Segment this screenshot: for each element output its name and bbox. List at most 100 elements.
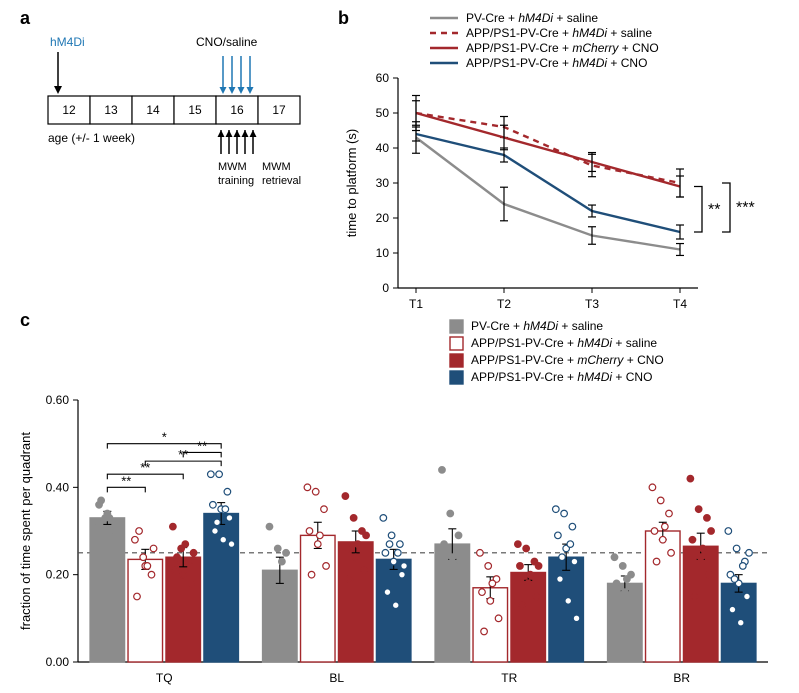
scatter-point (144, 563, 151, 570)
bar (549, 557, 584, 662)
scatter-point (697, 554, 704, 561)
scatter-point (557, 576, 564, 583)
legend-label: APP/PS1-PV-Cre + mCherry + CNO (471, 353, 664, 367)
scatter-point (571, 558, 578, 565)
mwm-arrowhead (218, 130, 225, 137)
scatter-point (457, 571, 464, 578)
scatter-point (399, 571, 406, 578)
bar (263, 570, 298, 662)
scatter-point (611, 554, 618, 561)
scatter-point (270, 576, 277, 583)
scatter-point (573, 615, 580, 622)
panel-a-timeline: hM4DiCNO/saline121314151617age (+/- 1 we… (48, 35, 301, 187)
scatter-point (98, 497, 105, 504)
scatter-point (443, 580, 450, 587)
scatter-point (495, 615, 502, 622)
scatter-point (354, 541, 361, 548)
scatter-point (651, 528, 658, 535)
scatter-point (668, 550, 675, 557)
x-tick-label: T2 (497, 297, 511, 311)
scatter-point (565, 598, 572, 605)
scatter-point (150, 545, 157, 552)
scatter-point (515, 541, 522, 548)
scatter-point (487, 598, 494, 605)
scatter-point (523, 545, 530, 552)
scatter-point (708, 528, 715, 535)
y-tick-label: 30 (376, 176, 390, 190)
scatter-point (132, 536, 139, 543)
scatter-point (346, 576, 353, 583)
scatter-point (392, 602, 399, 609)
scatter-point (519, 602, 526, 609)
scatter-point (622, 589, 629, 596)
scatter-point (615, 606, 622, 613)
scatter-point (212, 528, 219, 535)
scatter-point (321, 506, 328, 513)
scatter-point (285, 606, 292, 613)
mwm-retrieval-label: MWM (262, 161, 291, 173)
scatter-point (555, 532, 562, 539)
scatter-point (729, 606, 736, 613)
scatter-point (350, 515, 357, 522)
bar (683, 546, 718, 662)
scatter-point (317, 532, 324, 539)
sig-bracket (694, 187, 702, 233)
scatter-point (361, 567, 368, 574)
scatter-point (666, 510, 673, 517)
scatter-point (689, 536, 696, 543)
scatter-point (188, 580, 195, 587)
x-tick-label: BR (673, 671, 690, 685)
scatter-point (214, 519, 221, 526)
scatter-point (380, 515, 387, 522)
scatter-point (657, 497, 664, 504)
scatter-point (479, 589, 486, 596)
legend-swatch (450, 371, 463, 384)
scatter-point (190, 550, 197, 557)
y-axis-label: time to platform (s) (344, 129, 359, 237)
sig-text: ** (197, 438, 207, 453)
mwm-arrowhead (250, 130, 257, 137)
week-label: 16 (230, 103, 244, 117)
scatter-point (136, 528, 143, 535)
series-line (416, 138, 680, 250)
week-label: 14 (146, 103, 160, 117)
scatter-point (395, 550, 402, 557)
scatter-point (649, 484, 656, 491)
scatter-point (706, 571, 713, 578)
y-tick-label: 20 (376, 211, 390, 225)
legend-swatch (450, 354, 463, 367)
age-label: age (+/- 1 week) (48, 131, 135, 145)
x-tick-label: BL (329, 671, 344, 685)
scatter-point (561, 510, 568, 517)
scatter-point (304, 484, 311, 491)
x-tick-label: T3 (585, 297, 599, 311)
scatter-point (342, 493, 349, 500)
scatter-point (691, 593, 698, 600)
bar (90, 518, 125, 662)
figure-root: abchM4DiCNO/saline121314151617age (+/- 1… (0, 0, 799, 693)
scatter-point (630, 598, 637, 605)
scatter-point (112, 528, 119, 535)
scatter-point (624, 576, 631, 583)
x-tick-label: T4 (673, 297, 687, 311)
panel-c-barchart: 0.000.200.400.60fraction of time spent p… (18, 319, 768, 685)
scatter-point (653, 558, 660, 565)
scatter-point (170, 523, 177, 530)
legend-label: PV-Cre + hM4Di + saline (466, 11, 598, 25)
mwm-arrowhead (242, 130, 249, 137)
bar (128, 559, 163, 662)
scatter-point (397, 541, 404, 548)
x-tick-label: TQ (156, 671, 173, 685)
scatter-point (401, 563, 408, 570)
panel-label-c: c (20, 310, 30, 330)
panel-label-a: a (20, 8, 31, 28)
scatter-point (744, 593, 751, 600)
x-tick-label: T1 (409, 297, 423, 311)
scatter-point (94, 519, 101, 526)
scatter-point (180, 571, 187, 578)
y-tick-label: 0.60 (46, 393, 70, 407)
scatter-point (517, 563, 524, 570)
y-tick-label: 40 (376, 141, 390, 155)
scatter-point (134, 593, 141, 600)
scatter-point (746, 550, 753, 557)
